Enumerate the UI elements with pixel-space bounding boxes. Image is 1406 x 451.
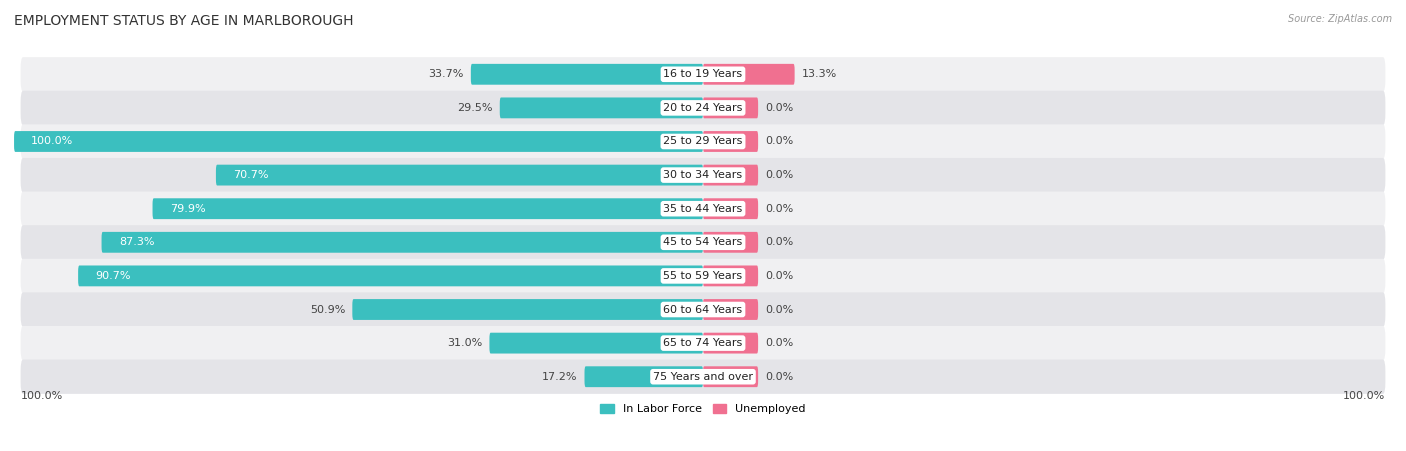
Text: 30 to 34 Years: 30 to 34 Years xyxy=(664,170,742,180)
Text: 0.0%: 0.0% xyxy=(765,137,793,147)
Text: 0.0%: 0.0% xyxy=(765,103,793,113)
Text: 100.0%: 100.0% xyxy=(31,137,73,147)
FancyBboxPatch shape xyxy=(585,366,703,387)
FancyBboxPatch shape xyxy=(703,64,794,85)
FancyBboxPatch shape xyxy=(152,198,703,219)
Text: 100.0%: 100.0% xyxy=(1343,391,1385,401)
Legend: In Labor Force, Unemployed: In Labor Force, Unemployed xyxy=(596,400,810,419)
Text: 55 to 59 Years: 55 to 59 Years xyxy=(664,271,742,281)
Text: 33.7%: 33.7% xyxy=(429,69,464,79)
FancyBboxPatch shape xyxy=(21,57,1385,92)
FancyBboxPatch shape xyxy=(21,91,1385,125)
Text: EMPLOYMENT STATUS BY AGE IN MARLBOROUGH: EMPLOYMENT STATUS BY AGE IN MARLBOROUGH xyxy=(14,14,353,28)
FancyBboxPatch shape xyxy=(21,326,1385,360)
Text: 75 Years and over: 75 Years and over xyxy=(652,372,754,382)
FancyBboxPatch shape xyxy=(703,165,758,185)
Text: 17.2%: 17.2% xyxy=(543,372,578,382)
Text: 79.9%: 79.9% xyxy=(170,204,205,214)
Text: 20 to 24 Years: 20 to 24 Years xyxy=(664,103,742,113)
Text: 13.3%: 13.3% xyxy=(801,69,837,79)
Text: 0.0%: 0.0% xyxy=(765,338,793,348)
Text: 0.0%: 0.0% xyxy=(765,271,793,281)
Text: 0.0%: 0.0% xyxy=(765,237,793,247)
Text: 50.9%: 50.9% xyxy=(311,304,346,314)
FancyBboxPatch shape xyxy=(217,165,703,185)
Text: 0.0%: 0.0% xyxy=(765,170,793,180)
Text: 16 to 19 Years: 16 to 19 Years xyxy=(664,69,742,79)
Text: 0.0%: 0.0% xyxy=(765,204,793,214)
FancyBboxPatch shape xyxy=(79,266,703,286)
FancyBboxPatch shape xyxy=(489,333,703,354)
FancyBboxPatch shape xyxy=(21,225,1385,259)
FancyBboxPatch shape xyxy=(21,259,1385,293)
FancyBboxPatch shape xyxy=(703,299,758,320)
FancyBboxPatch shape xyxy=(499,97,703,118)
FancyBboxPatch shape xyxy=(353,299,703,320)
Text: 35 to 44 Years: 35 to 44 Years xyxy=(664,204,742,214)
Text: 29.5%: 29.5% xyxy=(457,103,494,113)
FancyBboxPatch shape xyxy=(703,333,758,354)
FancyBboxPatch shape xyxy=(703,366,758,387)
FancyBboxPatch shape xyxy=(703,97,758,118)
FancyBboxPatch shape xyxy=(703,232,758,253)
Text: 0.0%: 0.0% xyxy=(765,304,793,314)
FancyBboxPatch shape xyxy=(21,124,1385,159)
FancyBboxPatch shape xyxy=(14,131,703,152)
Text: Source: ZipAtlas.com: Source: ZipAtlas.com xyxy=(1288,14,1392,23)
FancyBboxPatch shape xyxy=(471,64,703,85)
Text: 100.0%: 100.0% xyxy=(21,391,63,401)
FancyBboxPatch shape xyxy=(21,158,1385,192)
FancyBboxPatch shape xyxy=(21,292,1385,327)
Text: 70.7%: 70.7% xyxy=(233,170,269,180)
Text: 65 to 74 Years: 65 to 74 Years xyxy=(664,338,742,348)
Text: 0.0%: 0.0% xyxy=(765,372,793,382)
Text: 87.3%: 87.3% xyxy=(118,237,155,247)
Text: 90.7%: 90.7% xyxy=(96,271,131,281)
Text: 60 to 64 Years: 60 to 64 Years xyxy=(664,304,742,314)
FancyBboxPatch shape xyxy=(101,232,703,253)
Text: 25 to 29 Years: 25 to 29 Years xyxy=(664,137,742,147)
FancyBboxPatch shape xyxy=(703,266,758,286)
FancyBboxPatch shape xyxy=(21,359,1385,394)
Text: 45 to 54 Years: 45 to 54 Years xyxy=(664,237,742,247)
FancyBboxPatch shape xyxy=(703,131,758,152)
Text: 31.0%: 31.0% xyxy=(447,338,482,348)
FancyBboxPatch shape xyxy=(703,198,758,219)
FancyBboxPatch shape xyxy=(21,192,1385,226)
